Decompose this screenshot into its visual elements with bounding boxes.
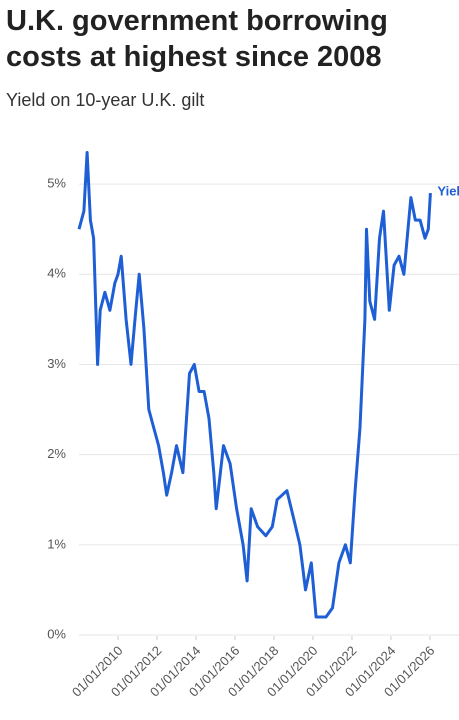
chart-title: U.K. government borrowing costs at highes…: [6, 5, 388, 73]
y-tick-label: 4%: [47, 266, 66, 281]
series-label: Yield: [437, 184, 459, 199]
y-tick-label: 3%: [47, 356, 66, 371]
y-tick-label: 0%: [47, 626, 66, 641]
y-tick-label: 5%: [47, 176, 66, 191]
line: [77, 151, 432, 619]
y-tick-label: 2%: [47, 446, 66, 461]
y-tick-label: 1%: [47, 536, 66, 551]
chart-subtitle: Yield on 10-year U.K. gilt: [6, 90, 204, 110]
